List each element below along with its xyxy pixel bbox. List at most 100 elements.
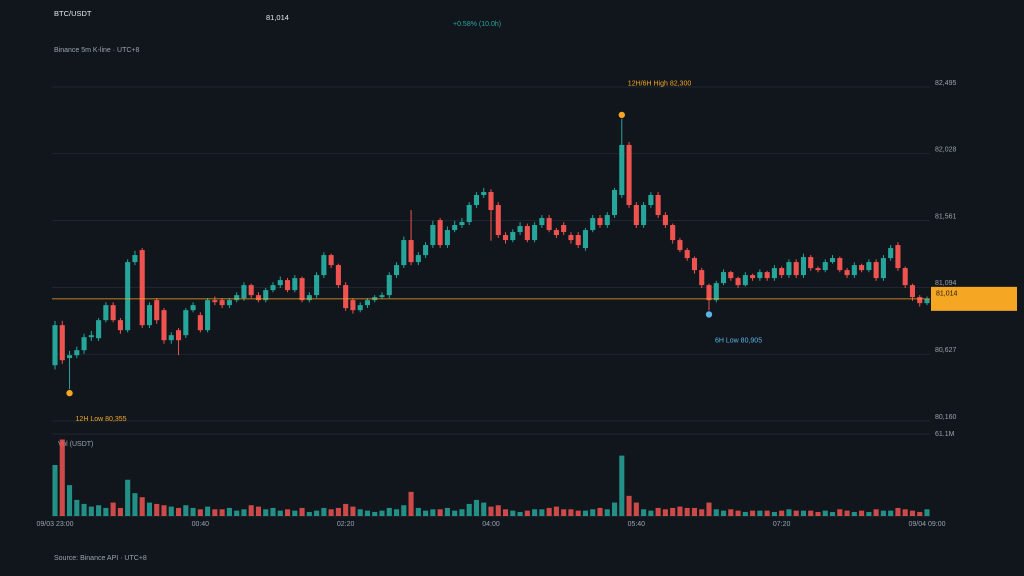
candle-body [532,225,538,241]
volume-bar [706,502,712,516]
volume-bar [110,502,116,516]
volume-bar [851,511,857,516]
volume-bar [619,455,625,516]
volume-bar [306,511,312,516]
volume-bar [553,506,559,516]
volume-bar [146,502,153,516]
candle-body [197,315,203,331]
volume-bar [626,495,632,516]
candle-body [691,258,698,271]
volume-bar [655,507,661,516]
volume-bar [633,502,639,516]
candle-body [793,262,799,276]
candle-body [808,257,814,269]
candle-body [452,225,458,231]
volume-bar [844,510,850,516]
candle-body [728,272,734,279]
candle-body [568,235,574,241]
volume-bar [103,507,109,516]
candle-body [234,295,240,301]
extreme-marker [705,310,714,319]
volume-bar [808,510,814,516]
volume-bar [190,507,196,516]
volume-bar [175,507,182,516]
volume-bar [793,510,799,516]
candle-body [582,230,589,249]
volume-bar [226,507,232,516]
volume-bar [815,511,821,516]
volume-bar [611,502,618,516]
candle-body [684,250,690,259]
volume-bar [481,502,487,516]
volume-bar [328,509,334,516]
volume-bar [350,506,356,516]
candle-body [299,278,305,301]
candle-body [713,283,719,301]
volume-bar [96,505,102,516]
candle-body [415,255,421,263]
volume-bar [408,491,414,516]
y-tick-label: 80,160 [935,414,957,421]
volume-bar [924,509,930,516]
volume-bar [437,509,443,516]
price-change: +0.58% (10.0h) [453,21,501,28]
candle-body [888,248,894,259]
volume-bar [183,505,189,516]
volume-bar [539,509,545,516]
volume-bar [829,511,836,516]
candle-body [161,310,167,341]
candle-body [859,265,865,271]
volume-bar [52,465,58,516]
candle-body [343,285,349,309]
volume-bar [880,510,886,516]
candle-body [255,295,262,301]
volume-bar [757,510,763,516]
candle-body [909,285,916,298]
candle-body [52,325,58,366]
volume-bar [888,510,894,516]
candle-body [648,194,654,206]
volume-bar [495,505,501,516]
chart-title: BTC/USDT [54,9,92,18]
volume-bar [866,511,872,516]
volume-bar [241,509,247,516]
volume-bar [66,485,73,516]
candle-body [190,305,196,311]
volume-bar [459,509,465,516]
volume-bar [364,510,371,516]
volume-bar [393,509,400,516]
volume-bar [277,510,283,516]
volume-tick-label: 61.1M [935,431,955,438]
volume-bar [335,507,341,516]
volume-bar [321,507,327,516]
candle-body [219,300,225,306]
candle-body [132,255,138,263]
candle-body [314,275,320,296]
volume-bar [473,499,480,516]
y-tick-label: 82,495 [935,80,957,87]
candle-body [502,235,509,241]
volume-bar [81,503,87,516]
extreme-label: 12H Low 80,355 [76,416,127,423]
volume-bar [510,510,516,516]
candle-body [328,255,334,266]
candle-body [517,226,523,233]
volume-bar [74,499,80,516]
volume-bar [684,507,690,516]
volume-bar [604,509,610,516]
volume-bar [786,509,792,516]
volume-bar [561,509,567,516]
candle-body [350,300,356,311]
volume-bar [670,507,676,516]
candle-body [880,258,886,279]
volume-bar [517,511,523,516]
candle-body [495,205,501,236]
volume-bar [713,509,719,516]
candle-body [829,258,836,263]
candle-body [655,194,661,216]
candle-body [662,215,668,226]
extreme-marker [617,110,626,119]
volume-bar [234,510,240,516]
candle-body [553,230,559,236]
volume-bar [699,509,705,516]
